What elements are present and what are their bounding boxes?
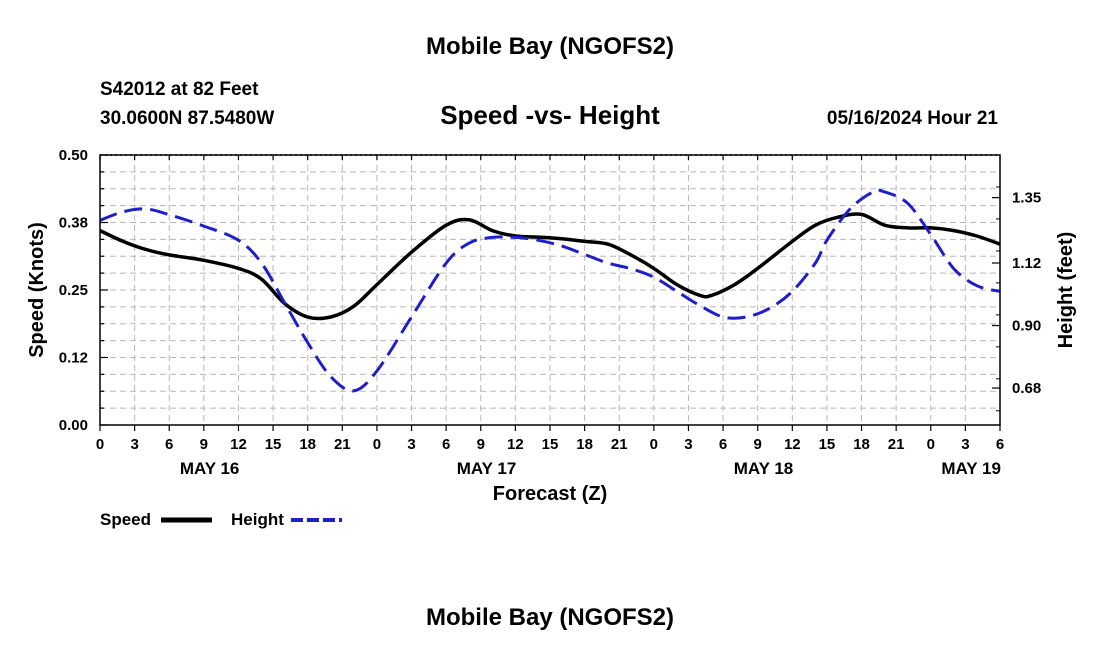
right-tick-label: 1.12 <box>1012 255 1041 272</box>
x-axis-title: Forecast (Z) <box>493 483 607 505</box>
right-tick-label: 1.35 <box>1012 190 1041 207</box>
x-tick-label: 9 <box>200 436 208 453</box>
x-tick-label: 9 <box>754 436 762 453</box>
x-tick-label: 15 <box>265 436 282 453</box>
axes: 0 3 6 9 12 15 18 21 0 3 6 9 12 15 18 21 0 3 6 9 12 15 18 21 0 3 6M… <box>59 147 1041 478</box>
x-tick-label: 6 <box>719 436 727 453</box>
x-date-label: MAY 19 <box>941 459 1001 478</box>
x-tick-label: 18 <box>853 436 870 453</box>
x-tick-label: 0 <box>373 436 381 453</box>
station-label: S42012 at 82 Feet <box>100 79 259 100</box>
series-line-speed <box>99 212 1001 321</box>
x-date-label: MAY 16 <box>180 459 240 478</box>
footer-title: Mobile Bay (NGOFS2) <box>426 604 674 631</box>
chart-title: Mobile Bay (NGOFS2) <box>426 33 674 60</box>
left-tick-label: 0.50 <box>59 147 88 164</box>
legend-height-label: Height <box>231 510 284 529</box>
x-tick-label: 15 <box>819 436 836 453</box>
left-axis-title: Speed (Knots) <box>26 222 48 358</box>
right-axis-title: Height (feet) <box>1055 232 1077 349</box>
legend: Speed Height <box>100 510 342 529</box>
left-tick-label: 0.25 <box>59 282 88 299</box>
x-tick-label: 0 <box>96 436 104 453</box>
left-tick-label: 0.12 <box>59 350 88 367</box>
x-tick-label: 3 <box>130 436 138 453</box>
x-tick-label: 15 <box>542 436 559 453</box>
left-tick-label: 0.38 <box>59 215 88 232</box>
x-tick-label: 9 <box>477 436 485 453</box>
x-tick-label: 12 <box>784 436 801 453</box>
x-tick-label: 6 <box>442 436 450 453</box>
legend-speed-label: Speed <box>100 510 151 529</box>
x-tick-label: 6 <box>165 436 173 453</box>
x-tick-label: 3 <box>407 436 415 453</box>
series-layer <box>99 188 1001 393</box>
x-tick-label: 0 <box>927 436 935 453</box>
x-tick-label: 21 <box>888 436 905 453</box>
x-tick-label: 18 <box>576 436 593 453</box>
x-date-label: MAY 17 <box>457 459 517 478</box>
x-tick-label: 0 <box>650 436 658 453</box>
timestamp-label: 05/16/2024 Hour 21 <box>827 108 999 129</box>
x-tick-label: 6 <box>996 436 1004 453</box>
plot-frame <box>99 154 1001 426</box>
x-tick-label: 3 <box>961 436 969 453</box>
chart-subtitle: Speed -vs- Height <box>440 100 660 130</box>
x-tick-label: 12 <box>230 436 247 453</box>
series-line-height <box>99 188 1001 393</box>
x-tick-label: 18 <box>299 436 316 453</box>
x-tick-label: 3 <box>684 436 692 453</box>
right-tick-label: 0.90 <box>1012 318 1041 335</box>
x-date-label: MAY 18 <box>734 459 794 478</box>
left-tick-label: 0.00 <box>59 417 88 434</box>
x-tick-label: 21 <box>334 436 351 453</box>
x-tick-label: 12 <box>507 436 524 453</box>
x-tick-label: 21 <box>611 436 628 453</box>
location-label: 30.0600N 87.5480W <box>100 108 274 129</box>
right-tick-label: 0.68 <box>1012 380 1041 397</box>
